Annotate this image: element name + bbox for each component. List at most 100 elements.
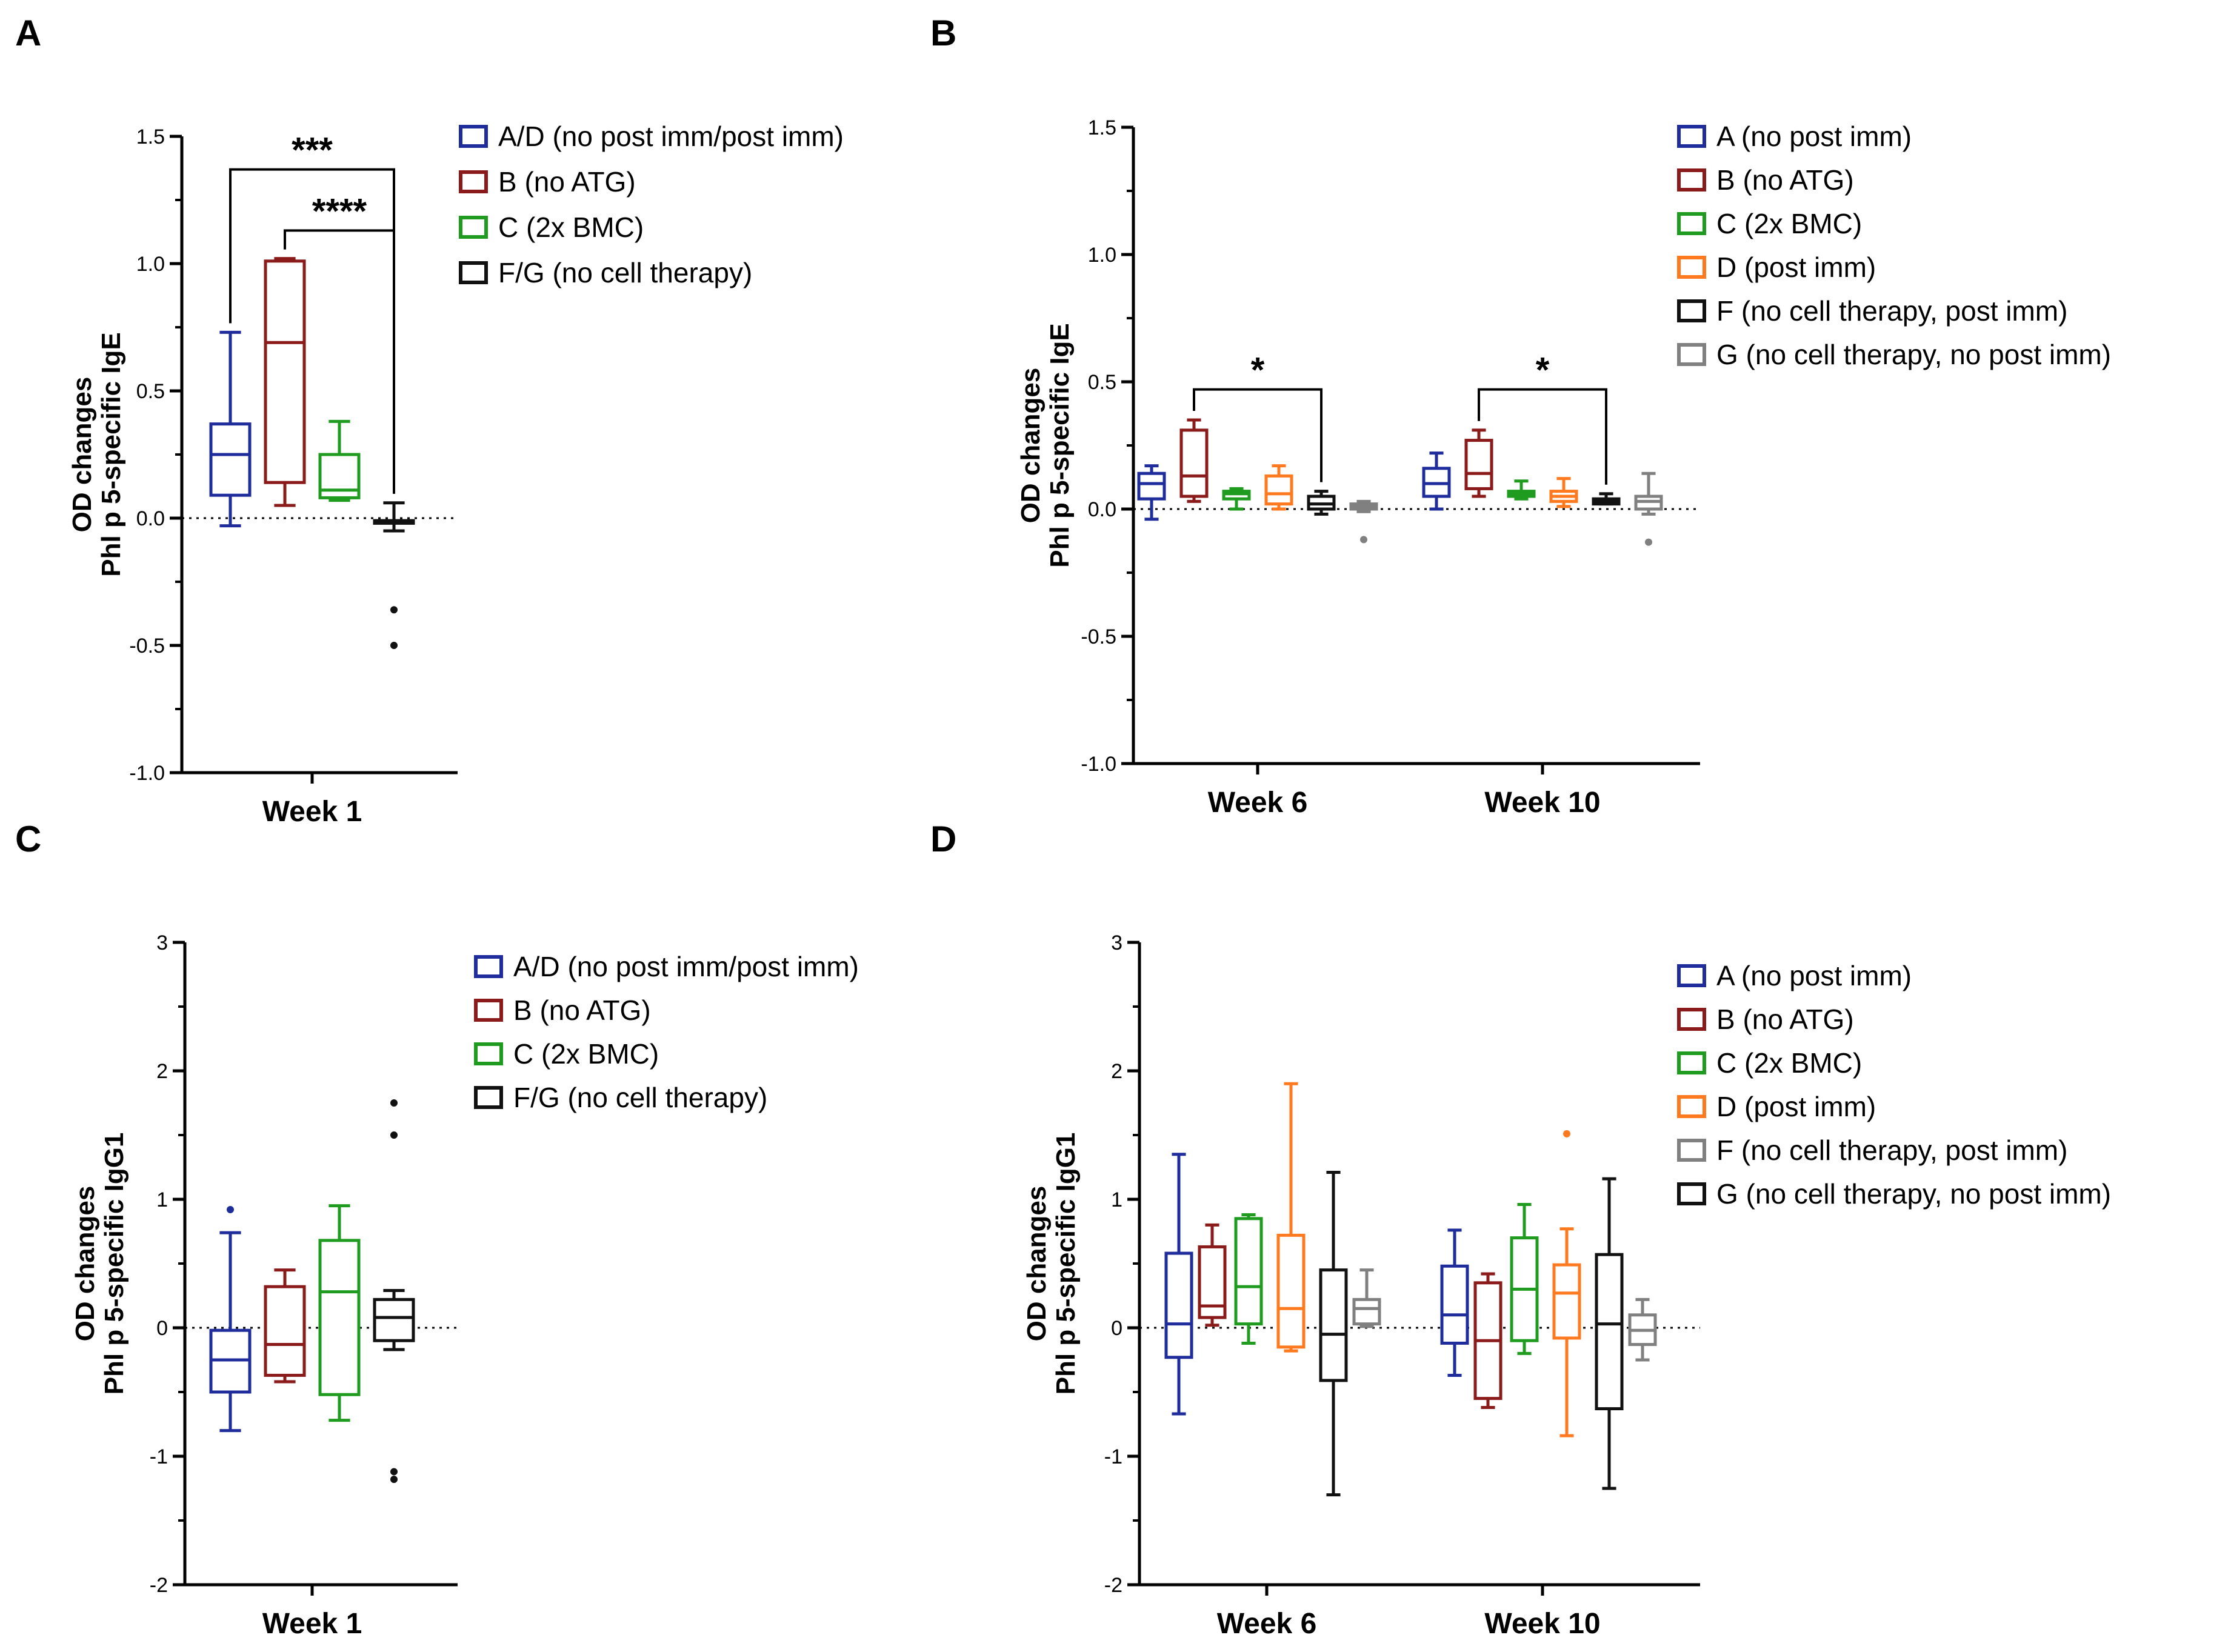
panel-letter: D	[930, 819, 956, 859]
y-tick-label: 0	[156, 1317, 168, 1340]
significance-stars: ****	[312, 192, 367, 231]
y-tick-label: -0.5	[129, 634, 165, 658]
legend-swatch	[1677, 1051, 1706, 1074]
box-d-0	[1264, 464, 1293, 511]
outlier-point	[1645, 538, 1652, 546]
box-iqr	[1179, 428, 1209, 498]
legend-swatch	[474, 1086, 503, 1109]
box-d-1	[1552, 1130, 1581, 1437]
box-g-1	[1628, 1297, 1657, 1362]
y-axis-title-line-1: OD changes	[1022, 1186, 1052, 1342]
legend-label: C (2x BMC)	[1716, 208, 1862, 239]
panel-a: A 1.5 1.0 0.5 0.0 -0.5 -1.0 Week 1 OD changes Phl…	[15, 13, 844, 828]
box-iqr	[1276, 1233, 1306, 1349]
y-axis-title-line-2: Phl p 5-specific IgG1	[1051, 1133, 1081, 1395]
legend-swatch	[459, 261, 488, 284]
legend-label: C (2x BMC)	[513, 1038, 659, 1070]
legend-label: A/D (no post imm/post imm)	[513, 951, 859, 982]
x-category-label: Week 10	[1484, 787, 1600, 819]
legend-label: G (no cell therapy, no post imm)	[1716, 1178, 2111, 1210]
x-category-label: Week 6	[1217, 1608, 1317, 1640]
y-tick-label: 2	[1111, 1060, 1122, 1083]
outlier-point	[390, 1099, 398, 1107]
box-iqr	[209, 422, 252, 497]
box-f-0	[1307, 490, 1336, 516]
outlier-point	[390, 1131, 398, 1139]
box-f-1	[1595, 1177, 1624, 1490]
panel-letter: B	[930, 13, 956, 53]
x-category-label: Week 1	[262, 1608, 362, 1640]
legend-swatch	[1677, 1139, 1706, 1162]
y-axis-title-line-1: OD changes	[67, 377, 97, 533]
legend-label: C (2x BMC)	[498, 211, 644, 243]
y-tick-label: 0	[1111, 1317, 1122, 1340]
box-fg-0	[373, 501, 415, 649]
y-tick-label: 0.5	[1088, 371, 1116, 394]
legend-item: C (2x BMC)	[459, 211, 644, 243]
box-iqr	[1552, 1263, 1581, 1340]
outlier-point	[390, 1476, 398, 1484]
significance-stars: *	[1536, 351, 1550, 390]
legend-swatch	[459, 125, 488, 148]
x-category-label: Week 10	[1484, 1608, 1600, 1640]
legend-item: A (no post imm)	[1677, 960, 1912, 991]
significance-bracket: *	[1193, 351, 1322, 482]
y-axis-title: OD changes Phl p 5-specific IgG1	[1022, 1133, 1081, 1395]
significance-bracket: ***	[229, 131, 395, 494]
legend-swatch	[1677, 1095, 1706, 1118]
y-tick-label: -2	[150, 1574, 168, 1597]
y-tick-label: -1.0	[1081, 753, 1116, 776]
y-tick-label: 0.0	[1088, 498, 1116, 521]
outlier-point	[227, 1205, 234, 1213]
y-tick-label: -1	[1104, 1445, 1122, 1468]
legend-label: A/D (no post imm/post imm)	[498, 121, 844, 152]
box-b-0	[264, 1268, 306, 1384]
bracket-line	[284, 229, 395, 494]
y-tick-label: -0.5	[1081, 625, 1116, 648]
y-axis-title: OD changes Phl p 5-specific IgG1	[70, 1133, 129, 1395]
box-iqr	[1234, 1217, 1263, 1326]
outlier-point	[390, 1468, 398, 1476]
y-tick-label: -1	[150, 1445, 168, 1468]
outlier-point	[390, 606, 398, 614]
box-b-1	[1473, 1272, 1503, 1409]
box-d-1	[1549, 477, 1578, 508]
legend-label: A (no post imm)	[1716, 960, 1912, 991]
legend-swatch	[459, 216, 488, 239]
y-axis-title-line-1: OD changes	[1016, 368, 1046, 524]
legend-label: B (no ATG)	[513, 994, 651, 1026]
legend-item: C (2x BMC)	[474, 1038, 659, 1070]
box-f-0	[1319, 1170, 1348, 1497]
legend-label: B (no ATG)	[1716, 1004, 1854, 1035]
significance-stars: ***	[292, 131, 333, 170]
legend-item: B (no ATG)	[1677, 164, 1854, 196]
legend-swatch	[1677, 1008, 1706, 1031]
legend-label: B (no ATG)	[1716, 164, 1854, 196]
legend-item: G (no cell therapy, no post imm)	[1677, 1178, 2111, 1210]
box-g-1	[1634, 471, 1663, 546]
box-iqr	[1137, 471, 1166, 501]
panel-c: C 3 2 1 0 -1 -2 Week 1 OD changes Phl p 5-specifi…	[15, 819, 859, 1640]
legend: A (no post imm) B (no ATG) C (2x BMC) D (po…	[1677, 121, 2111, 370]
box-iqr	[1164, 1251, 1193, 1359]
legend-swatch	[1677, 964, 1706, 987]
y-tick-label: -1.0	[129, 762, 165, 785]
box-a-0	[1137, 464, 1166, 521]
legend-swatch	[1677, 125, 1706, 148]
legend-swatch	[1677, 212, 1706, 235]
box-c-0	[1234, 1213, 1263, 1345]
box-c-1	[1507, 479, 1536, 501]
y-tick-label: -2	[1104, 1574, 1122, 1597]
box-iqr	[318, 1239, 361, 1396]
box-a-1	[1440, 1228, 1469, 1377]
y-tick-label: 1	[156, 1188, 168, 1211]
outlier-point	[1563, 1130, 1570, 1137]
y-tick-label: 1.5	[1088, 116, 1116, 139]
legend-item: A/D (no post imm/post imm)	[474, 951, 859, 982]
legend-label: G (no cell therapy, no post imm)	[1716, 339, 2111, 370]
legend-item: G (no cell therapy, no post imm)	[1677, 339, 2111, 370]
box-c-0	[318, 1204, 361, 1422]
box-iqr	[1464, 439, 1493, 490]
box-f-1	[1592, 492, 1621, 506]
